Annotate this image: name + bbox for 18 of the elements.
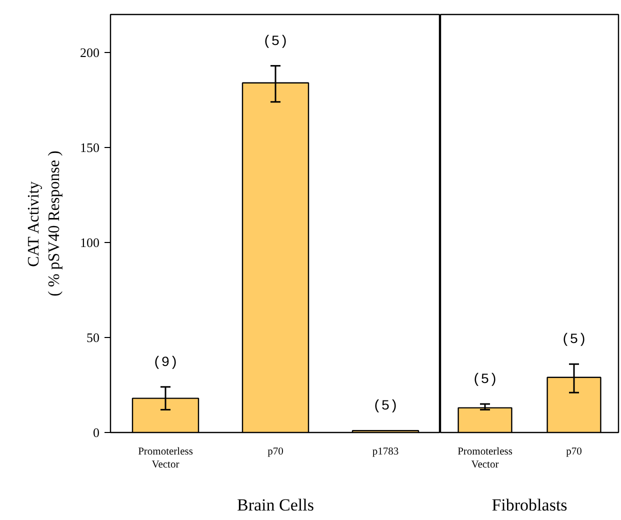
annotation: (5) xyxy=(372,398,398,415)
annotation: (5) xyxy=(262,34,288,50)
annotation: (9) xyxy=(152,354,178,371)
y-tick-label: 100 xyxy=(80,235,100,250)
y-tick-label: 50 xyxy=(86,330,100,345)
y-tick-label: 0 xyxy=(93,425,100,440)
x-axis-title: Fibroblasts xyxy=(492,496,568,515)
y-tick-label: 150 xyxy=(80,140,100,155)
x-axis-title: Brain Cells xyxy=(237,496,314,515)
x-tick-label: p70 xyxy=(268,446,284,458)
annotation: (5) xyxy=(561,332,587,348)
x-tick-label: Promoterless Vector xyxy=(138,446,193,471)
x-tick-label: p70 xyxy=(566,446,582,458)
annotation: (5) xyxy=(472,372,498,388)
x-tick-label: p1783 xyxy=(372,446,399,458)
y-tick-label: 200 xyxy=(80,45,100,60)
y-axis-title: CAT Activity ( % pSV40 Response ) xyxy=(26,150,63,296)
x-tick-label: Promoterless Vector xyxy=(458,446,512,471)
